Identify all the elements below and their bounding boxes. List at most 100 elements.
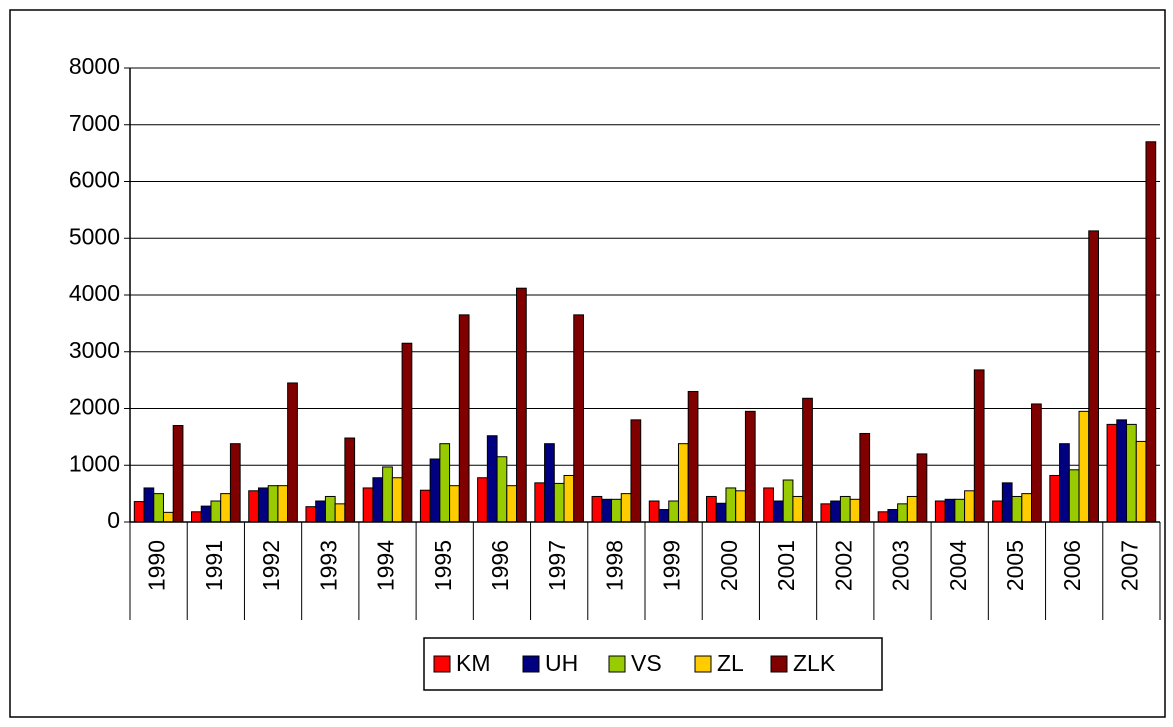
bar (305, 506, 317, 523)
y-tick-label: 3000 (69, 337, 120, 363)
x-tick-label: 2000 (716, 540, 742, 591)
bar (200, 505, 212, 523)
bar (772, 500, 784, 523)
bar (439, 443, 451, 523)
bar (267, 485, 279, 523)
bar (1135, 440, 1147, 523)
bar (877, 511, 889, 523)
bar (172, 425, 184, 523)
legend-swatch (522, 655, 540, 673)
bar (802, 397, 813, 523)
y-tick-label: 7000 (69, 110, 120, 136)
bar (277, 485, 289, 523)
x-tick-label: 2003 (888, 540, 914, 591)
bar (859, 432, 871, 523)
x-tick-label: 1998 (601, 540, 627, 591)
bar (591, 495, 603, 523)
y-tick-label: 6000 (69, 167, 120, 193)
bar (744, 410, 756, 523)
bar (563, 474, 575, 523)
bar (648, 500, 660, 523)
bar (229, 443, 241, 523)
x-tick-label: 1992 (258, 540, 284, 591)
bar (839, 495, 851, 523)
bar (516, 287, 527, 523)
bar (992, 500, 1003, 523)
bar (391, 477, 403, 523)
bar (601, 498, 613, 523)
x-tick-label: 2001 (773, 540, 799, 591)
bar (954, 498, 966, 523)
legend-label: ZLK (793, 650, 836, 676)
y-tick-label: 8000 (69, 53, 120, 79)
legend-label: UH (545, 650, 578, 676)
bar (715, 502, 727, 523)
bar (763, 487, 774, 523)
bar (973, 369, 985, 523)
legend-swatch (770, 655, 788, 673)
bar (496, 456, 508, 523)
legend-label: VS (631, 650, 662, 676)
bar (143, 487, 155, 523)
legend-label: ZL (717, 650, 744, 676)
x-tick-label: 1995 (430, 540, 456, 591)
bar (897, 503, 908, 523)
bar (934, 500, 946, 523)
bar (419, 489, 431, 523)
bar (658, 509, 670, 523)
bar (133, 501, 145, 523)
y-tick-label: 0 (107, 507, 120, 533)
bar (916, 453, 928, 523)
bar (887, 509, 899, 523)
bar (344, 437, 356, 523)
bar (1031, 403, 1042, 523)
bar (553, 482, 565, 523)
legend-swatch (694, 655, 712, 673)
bar (1068, 469, 1080, 523)
bar (248, 490, 259, 523)
bar (1021, 493, 1033, 523)
bar (668, 500, 679, 523)
bar (324, 495, 336, 523)
bar (449, 485, 460, 523)
x-tick-label: 1991 (201, 540, 227, 591)
x-tick-label: 1997 (544, 540, 570, 591)
bar (1126, 423, 1137, 523)
bar (830, 500, 841, 523)
bar (382, 466, 393, 523)
bar (191, 511, 202, 523)
y-tick-label: 2000 (69, 394, 120, 420)
bar (573, 314, 584, 523)
legend-swatch (433, 655, 451, 673)
bar (401, 342, 413, 523)
bar (1049, 474, 1061, 523)
x-tick-label: 1990 (144, 540, 170, 591)
bar (210, 500, 222, 523)
bar (372, 477, 384, 523)
x-tick-label: 1996 (487, 540, 513, 591)
bar (220, 493, 231, 523)
x-tick-label: 1999 (659, 540, 685, 591)
legend-box (423, 637, 883, 691)
bar (620, 493, 632, 523)
bar (820, 503, 832, 523)
x-tick-label: 1993 (315, 540, 341, 591)
legend-label: KM (456, 650, 491, 676)
y-tick-label: 5000 (69, 223, 120, 249)
bar (458, 314, 470, 523)
bar (706, 495, 717, 523)
bar (782, 479, 794, 523)
bar (257, 487, 269, 523)
bar (544, 443, 555, 523)
legend-swatch (608, 655, 626, 673)
bar (153, 493, 164, 523)
bar (315, 500, 326, 523)
bar (1145, 141, 1157, 523)
x-tick-label: 2002 (830, 540, 856, 591)
bar (506, 485, 518, 523)
bar (1088, 230, 1099, 523)
bar (534, 482, 546, 523)
x-tick-label: 2007 (1116, 540, 1142, 591)
bar (792, 495, 804, 523)
